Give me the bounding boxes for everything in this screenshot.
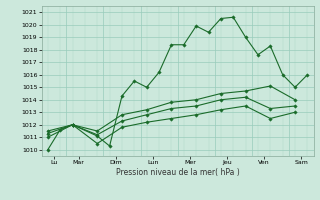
X-axis label: Pression niveau de la mer( hPa ): Pression niveau de la mer( hPa ) (116, 168, 239, 177)
